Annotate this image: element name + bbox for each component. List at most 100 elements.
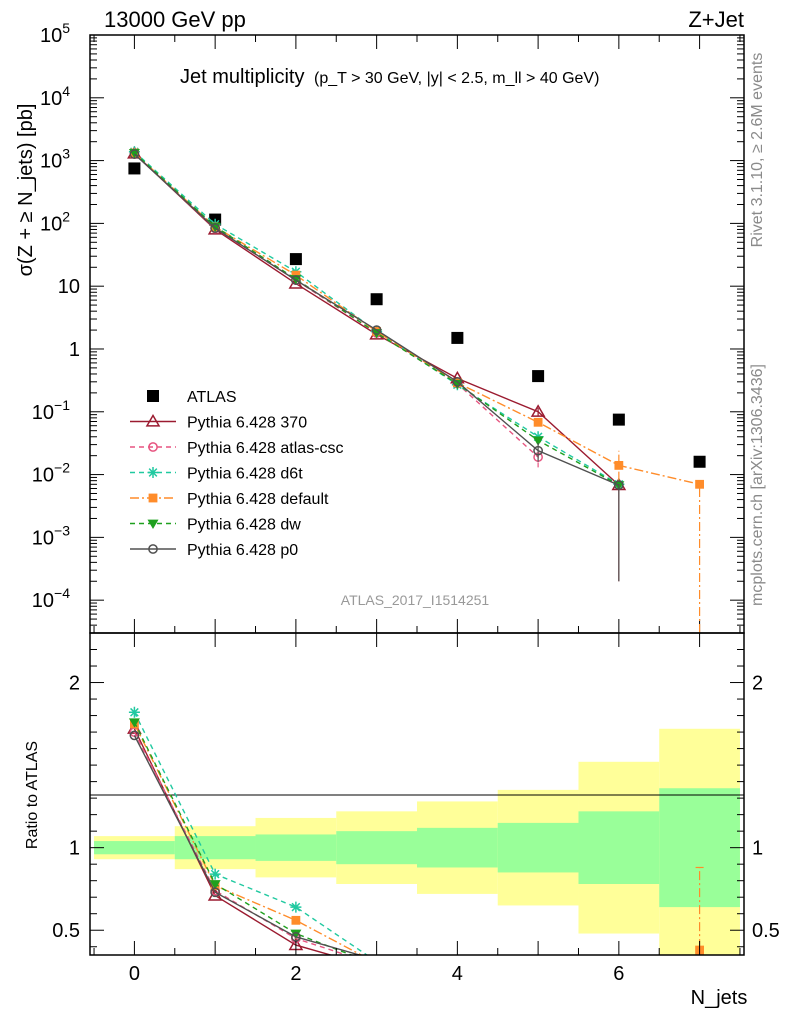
collision-label: 13000 GeV pp [104, 7, 246, 32]
y-tick-label-base: 10 [58, 276, 80, 298]
data-point-pythia-6-428-default [533, 417, 543, 427]
y-tick-label-exponent: −1 [54, 397, 70, 413]
data-point-atlas [693, 455, 706, 468]
legend-marker [147, 519, 159, 529]
y-tick-label-base: 1 [69, 339, 80, 361]
ratio-frame [89, 632, 745, 956]
ratio-y-tick-label-right: 2 [752, 673, 763, 695]
y-tick-label-exponent: −2 [54, 460, 70, 476]
legend-label: Pythia 6.428 p0 [187, 542, 298, 559]
band-inner [336, 831, 417, 865]
y-tick-label-base: 10 [32, 527, 54, 549]
legend-marker [148, 544, 158, 554]
y-tick-label: 10−1 [32, 397, 70, 424]
x-tick-label: 0 [129, 963, 140, 985]
band-inner [417, 827, 498, 868]
series-line-pythia-6-428-p0 [133, 153, 620, 486]
series-line-pythia-6-428-370 [133, 152, 620, 486]
series-line-pythia-6-428-default [133, 152, 700, 485]
legend-item-pythia-6-428-p0: Pythia 6.428 p0 [130, 542, 298, 559]
data-point-pythia-6-428-p0 [210, 223, 221, 234]
data-point-atlas [370, 293, 383, 306]
legend-item-pythia-6-428-370: Pythia 6.428 370 [130, 413, 307, 432]
legend: ATLAS Pythia 6.428 370 Pythia 6.428 atlas-… [130, 389, 344, 559]
y-tick-label-base: 10 [40, 88, 62, 110]
y-tick-label-exponent: 3 [62, 146, 70, 162]
data-point-pythia-6-428-default [291, 270, 301, 280]
legend-item-pythia-6-428-atlas-csc: Pythia 6.428 atlas-csc [130, 440, 344, 457]
y-tick-label-base: 10 [32, 590, 54, 612]
y-tick-label-base: 10 [40, 151, 62, 173]
band-inner [255, 834, 337, 861]
data-point-pythia-6-428-dw [532, 436, 544, 446]
ratio-line-pythia-6-428-370 [133, 728, 334, 955]
ratio-y-tick-label: 1 [69, 838, 80, 860]
band-inner [174, 836, 256, 860]
series-pythia-6-428-p0 [129, 149, 624, 582]
data-point-atlas [532, 370, 545, 383]
band-inner [94, 841, 175, 855]
ratio-y-tick-label-right: 0.5 [752, 920, 780, 942]
ratio-point-pythia-6-428-d6t [290, 901, 302, 913]
y-tick-label-base: 10 [32, 465, 54, 487]
y-tick-label-base: 10 [32, 402, 54, 424]
y-tick-label: 102 [40, 208, 70, 235]
data-point-pythia-6-428-dw [451, 379, 463, 390]
ratio-point-pythia-6-428-p0 [210, 887, 221, 898]
legend-label: ATLAS [187, 389, 237, 406]
ratio-y-tick-label-right: 1 [752, 838, 763, 860]
y-tick-label: 1 [69, 339, 80, 361]
ratio-point-pythia-6-428-d6t [209, 868, 221, 880]
plot-title: Jet multiplicity (p_T > 30 GeV, |y| < 2.… [180, 66, 599, 88]
ratio-point-pythia-6-428-d6t [128, 706, 140, 718]
y-tick-label: 10 [58, 276, 80, 298]
ratio-line-pythia-6-428-default [133, 723, 363, 955]
y-tick-label: 10−2 [32, 460, 70, 487]
plot-title-cuts: (p_T > 30 GeV, |y| < 2.5, m_ll > 40 GeV) [314, 70, 599, 87]
y-tick-label-base: 10 [40, 25, 62, 47]
legend-label: Pythia 6.428 d6t [187, 466, 303, 483]
x-axis-label: N_jets [691, 987, 748, 1009]
y-tick-label-exponent: 4 [62, 83, 70, 99]
process-label: Z+Jet [688, 7, 744, 32]
ratio-point-pythia-6-428-default [291, 915, 301, 925]
ratio-point-pythia-6-428-dw [209, 880, 221, 890]
rivet-label: Rivet 3.1.10, ≥ 2.6M events [749, 53, 766, 248]
data-point-pythia-6-428-p0 [371, 325, 382, 335]
data-point-pythia-6-428-default [614, 460, 624, 470]
data-point-pythia-6-428-p0 [533, 445, 543, 456]
legend-marker [147, 467, 159, 478]
ratio-point-pythia-6-428-p0 [129, 730, 140, 741]
legend-label: Pythia 6.428 dw [187, 517, 301, 534]
y-tick-label: 103 [40, 146, 70, 173]
y-tick-label: 10−3 [32, 522, 70, 549]
y-tick-label: 104 [40, 83, 70, 110]
main-y-label: σ(Z + ≥ N_jets) [pb] [15, 104, 37, 277]
ratio-y-tick-label: 0.5 [52, 920, 80, 942]
plot-title-main: Jet multiplicity [180, 66, 304, 88]
x-tick-label: 6 [613, 963, 624, 985]
series-line-pythia-6-428-d6t [133, 151, 620, 485]
legend-item-pythia-6-428-d6t: Pythia 6.428 d6t [130, 466, 303, 483]
x-tick-label: 2 [290, 963, 301, 985]
data-point-pythia-6-428-p0 [129, 149, 140, 159]
ratio-point-pythia-6-428-dw [290, 929, 302, 940]
y-tick-label-exponent: 5 [62, 20, 70, 36]
ratio-line-pythia-6-428-d6t [133, 711, 369, 955]
ratio-bands [94, 728, 740, 955]
legend-marker [145, 413, 161, 427]
mcplots-label: mcplots.cern.ch [arXiv:1306.3436] [749, 364, 766, 606]
legend-item-pythia-6-428-default: Pythia 6.428 default [130, 491, 329, 508]
data-point-pythia-6-428-p0 [613, 480, 624, 490]
ratio-y-label: Ratio to ATLAS [24, 741, 41, 849]
y-tick-label-exponent: −3 [54, 522, 70, 538]
series-line-pythia-6-428-dw [133, 152, 620, 486]
legend-marker [148, 442, 158, 452]
analysis-id: ATLAS_2017_I1514251 [341, 592, 490, 608]
ratio-series-pythia-6-428-d6t [128, 706, 369, 955]
y-tick-label-exponent: −4 [54, 585, 70, 601]
data-point-atlas [128, 162, 141, 175]
main-series [127, 145, 706, 633]
